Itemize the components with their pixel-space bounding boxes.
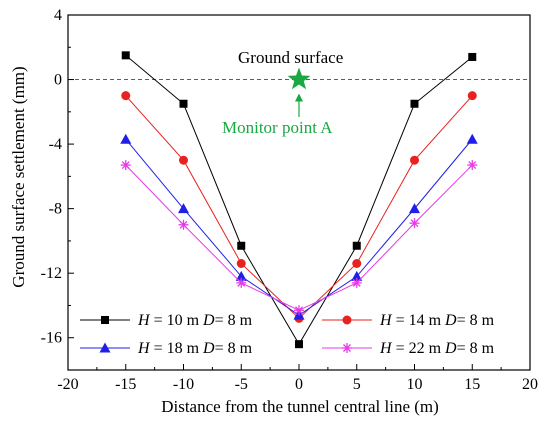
y-tick-label: 4 — [54, 7, 62, 24]
data-point — [235, 270, 247, 281]
monitor-point-label: Monitor point A — [222, 118, 333, 137]
legend-label: H = 22 m D= 8 m — [379, 340, 495, 357]
x-tick-label: -20 — [57, 376, 78, 393]
x-axis-label: Distance from the tunnel central line (m… — [161, 397, 439, 416]
x-tick-label: -10 — [173, 376, 194, 393]
x-tick-label: 0 — [295, 376, 303, 393]
series-3 — [120, 133, 478, 320]
y-tick-label: -16 — [41, 330, 62, 347]
data-point — [352, 241, 361, 250]
legend-marker — [342, 315, 352, 325]
legend-marker — [101, 316, 109, 324]
y-tick-label: -12 — [41, 265, 62, 282]
series-1 — [121, 51, 477, 349]
data-point — [410, 99, 419, 108]
y-tick-label: -8 — [49, 201, 62, 218]
series-line-3 — [125, 138, 473, 316]
legend-item-3: H = 18 m D= 8 m — [80, 340, 253, 357]
legend-item-4: H = 22 m D= 8 m — [322, 340, 495, 357]
data-point — [409, 218, 420, 229]
series-layer — [120, 51, 478, 349]
legend: H = 10 m D= 8 m H = 14 m D= 8 m H = 18 m D… — [80, 312, 495, 357]
data-point — [237, 241, 246, 250]
data-point — [294, 305, 304, 316]
data-point — [352, 259, 362, 268]
x-tick-label: 20 — [522, 376, 538, 393]
data-point — [351, 270, 363, 281]
legend-label: H = 14 m D= 8 m — [379, 312, 495, 329]
x-tick-label: 15 — [464, 376, 480, 393]
x-tick-label: 10 — [407, 376, 423, 393]
data-point — [179, 155, 188, 165]
data-point — [467, 160, 478, 171]
series-line-4 — [125, 164, 473, 311]
annotation-layer: Ground surface Monitor point A — [222, 48, 343, 137]
axis-layer: -20 -15 -10 -5 0 5 10 15 20 4 0 -4 -8 -12 -16 — [41, 7, 538, 393]
data-point — [178, 219, 189, 230]
legend-item-2: H = 14 m D= 8 m — [322, 312, 495, 329]
y-tick-label: -4 — [49, 136, 62, 153]
legend-label: H = 18 m D= 8 m — [137, 340, 253, 357]
data-point — [236, 259, 246, 268]
data-point — [121, 51, 130, 60]
data-point — [409, 203, 420, 214]
monitor-point-star-icon — [287, 67, 311, 90]
data-point — [236, 277, 247, 288]
x-tick-label: -5 — [235, 376, 248, 393]
x-tick-label: -15 — [115, 376, 136, 393]
legend-item-1: H = 10 m D= 8 m — [80, 312, 253, 329]
monitor-arrow-head-icon — [295, 93, 303, 102]
x-tick-label: 5 — [353, 376, 361, 393]
y-tick-label: 0 — [54, 72, 62, 89]
data-point — [120, 133, 132, 144]
data-point — [179, 99, 188, 108]
data-point — [178, 203, 189, 214]
data-point — [295, 340, 303, 349]
data-point — [121, 91, 131, 101]
data-point — [410, 155, 419, 165]
legend-marker — [99, 342, 111, 353]
data-point — [466, 133, 478, 144]
legend-label: H = 10 m D= 8 m — [137, 312, 253, 329]
series-4 — [120, 160, 478, 316]
y-axis-label: Ground surface settlement (mm) — [9, 66, 28, 287]
data-point — [467, 91, 477, 101]
ground-surface-label: Ground surface — [238, 48, 343, 67]
legend-marker — [342, 343, 352, 353]
data-point — [120, 160, 131, 171]
data-point — [351, 277, 362, 288]
data-point — [468, 52, 477, 61]
